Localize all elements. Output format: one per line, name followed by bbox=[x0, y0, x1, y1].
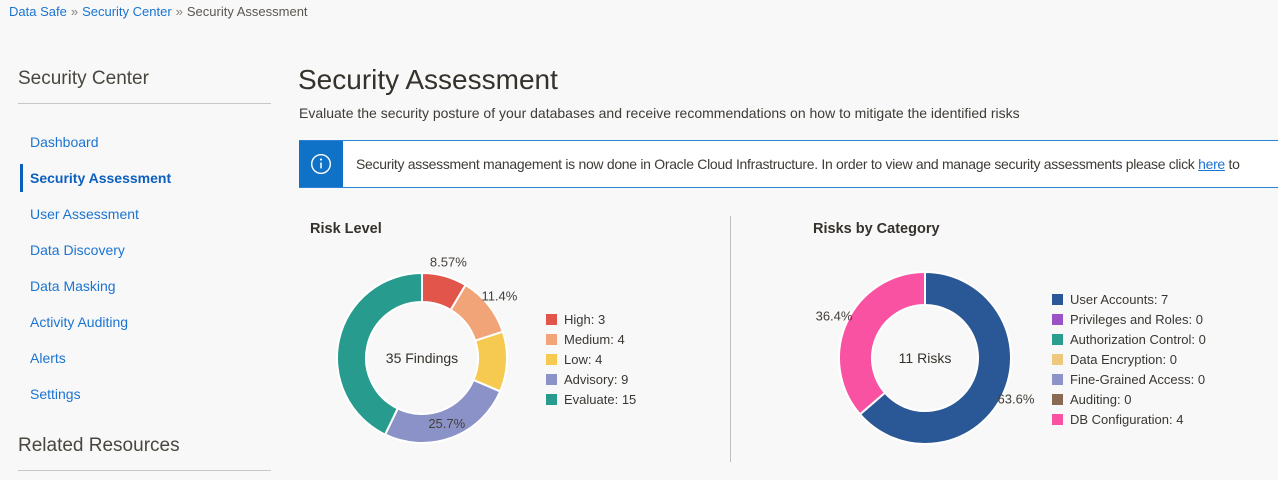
legend-item-advisory: Advisory: 9 bbox=[546, 369, 636, 389]
donut-center-label: 35 Findings bbox=[386, 350, 458, 366]
risks-by-category-chart-title: Risks by Category bbox=[813, 221, 940, 237]
legend-swatch bbox=[546, 313, 557, 325]
legend-swatch bbox=[1052, 293, 1063, 305]
legend-swatch bbox=[546, 373, 557, 385]
legend-swatch bbox=[1052, 353, 1063, 365]
legend-label: Fine-Grained Access: 0 bbox=[1070, 371, 1206, 387]
legend-label: Auditing: 0 bbox=[1070, 391, 1132, 407]
page-title: Security Assessment bbox=[298, 64, 558, 95]
slice-percent-label: 63.6% bbox=[998, 392, 1035, 407]
breadcrumb-separator: » bbox=[70, 4, 79, 19]
slice-percent-label: 8.57% bbox=[430, 255, 467, 270]
legend-swatch bbox=[1052, 313, 1063, 325]
sidebar-item-alerts[interactable]: Alerts bbox=[30, 350, 66, 366]
legend-item-low: Low: 4 bbox=[546, 349, 636, 369]
sidebar-item-activity-auditing[interactable]: Activity Auditing bbox=[30, 314, 129, 330]
legend-item-authorization-control: Authorization Control: 0 bbox=[1052, 329, 1206, 349]
risk-level-chart-title: Risk Level bbox=[310, 221, 382, 237]
sidebar-title: Security Center bbox=[18, 68, 149, 89]
sidebar-item-data-discovery[interactable]: Data Discovery bbox=[30, 242, 125, 258]
legend-label: High: 3 bbox=[564, 311, 606, 327]
legend-label: Authorization Control: 0 bbox=[1070, 331, 1206, 347]
sidebar-divider bbox=[18, 103, 271, 104]
slice-percent-label: 25.7% bbox=[428, 416, 465, 431]
legend-label: DB Configuration: 4 bbox=[1070, 411, 1184, 427]
legend-label: User Accounts: 7 bbox=[1070, 291, 1169, 307]
breadcrumb: Data Safe» Security Center» Security Asses… bbox=[9, 4, 308, 19]
legend-item-db-configuration: DB Configuration: 4 bbox=[1052, 409, 1206, 429]
legend-label: Medium: 4 bbox=[564, 331, 625, 347]
sidebar-nav: Dashboard Security Assessment User Asses… bbox=[18, 124, 271, 412]
sidebar-item-security-assessment[interactable]: Security Assessment bbox=[18, 160, 271, 196]
related-resources-divider bbox=[18, 470, 271, 471]
sidebar-item-dashboard[interactable]: Dashboard bbox=[30, 134, 99, 150]
banner-message: Security assessment management is now do… bbox=[343, 141, 1240, 187]
legend-swatch bbox=[1052, 393, 1063, 405]
donut-slice-advisory bbox=[383, 378, 502, 444]
risks-by-category-donut-chart: 63.6% 36.4% 11 Risks bbox=[816, 270, 1035, 445]
info-icon-box bbox=[299, 141, 343, 187]
risks-by-category-panel: Risks by Category 63.6% 36.4% 11 Risks Use… bbox=[740, 212, 1278, 468]
donut-slice-db-configuration bbox=[838, 270, 926, 416]
banner-text-before: Security assessment management is now do… bbox=[356, 156, 1199, 172]
legend-item-user-accounts: User Accounts: 7 bbox=[1052, 289, 1206, 309]
donut-center-label: 11 Risks bbox=[899, 350, 952, 366]
legend-label: Advisory: 9 bbox=[564, 371, 629, 387]
legend-swatch bbox=[546, 353, 557, 365]
risks-by-category-legend: User Accounts: 7 Privileges and Roles: 0 A… bbox=[1052, 289, 1206, 429]
breadcrumb-link-security-center[interactable]: Security Center bbox=[82, 4, 172, 19]
page-subtitle: Evaluate the security posture of your da… bbox=[299, 105, 1020, 121]
legend-swatch bbox=[546, 393, 557, 405]
donut-slice-evaluate bbox=[336, 271, 423, 436]
legend-item-auditing: Auditing: 0 bbox=[1052, 389, 1206, 409]
legend-swatch bbox=[546, 333, 557, 345]
risk-level-donut-chart: 8.57% 11.4% 25.7% 35 Findings bbox=[336, 255, 518, 444]
breadcrumb-link-data-safe[interactable]: Data Safe bbox=[9, 4, 67, 19]
risk-level-panel: Risk Level 8.57% 11.4% 25.7% 35 Findings Hi… bbox=[300, 212, 730, 468]
sidebar: Security Center Dashboard Security Asses… bbox=[18, 68, 271, 471]
legend-label: Data Encryption: 0 bbox=[1070, 351, 1177, 367]
legend-label: Privileges and Roles: 0 bbox=[1070, 311, 1203, 327]
banner-here-link[interactable]: here bbox=[1198, 156, 1225, 172]
legend-item-evaluate: Evaluate: 15 bbox=[546, 389, 636, 409]
donut-slice-user-accounts bbox=[858, 270, 1012, 445]
legend-swatch bbox=[1052, 333, 1063, 345]
legend-item-data-encryption: Data Encryption: 0 bbox=[1052, 349, 1206, 369]
sidebar-item-data-masking[interactable]: Data Masking bbox=[30, 278, 116, 294]
legend-item-fine-grained-access: Fine-Grained Access: 0 bbox=[1052, 369, 1206, 389]
sidebar-item-settings[interactable]: Settings bbox=[30, 386, 81, 402]
related-resources-title: Related Resources bbox=[18, 435, 180, 456]
slice-percent-label: 11.4% bbox=[481, 288, 517, 303]
legend-label: Low: 4 bbox=[564, 351, 603, 367]
risk-level-legend: High: 3 Medium: 4 Low: 4 Advisory: 9 Evaluat… bbox=[546, 309, 636, 409]
info-banner: Security assessment management is now do… bbox=[299, 140, 1278, 188]
legend-swatch bbox=[1052, 413, 1063, 425]
legend-label: Evaluate: 15 bbox=[564, 391, 637, 407]
breadcrumb-current-page: Security Assessment bbox=[186, 4, 308, 19]
legend-item-high: High: 3 bbox=[546, 309, 636, 329]
slice-percent-label: 36.4% bbox=[816, 308, 853, 323]
info-icon bbox=[310, 153, 332, 175]
legend-item-privileges-and-roles: Privileges and Roles: 0 bbox=[1052, 309, 1206, 329]
legend-swatch bbox=[1052, 373, 1063, 385]
legend-item-medium: Medium: 4 bbox=[546, 329, 636, 349]
breadcrumb-separator: » bbox=[175, 4, 183, 19]
banner-text-after: to bbox=[1224, 156, 1240, 172]
sidebar-item-user-assessment[interactable]: User Assessment bbox=[30, 206, 139, 222]
panel-divider bbox=[730, 216, 731, 462]
